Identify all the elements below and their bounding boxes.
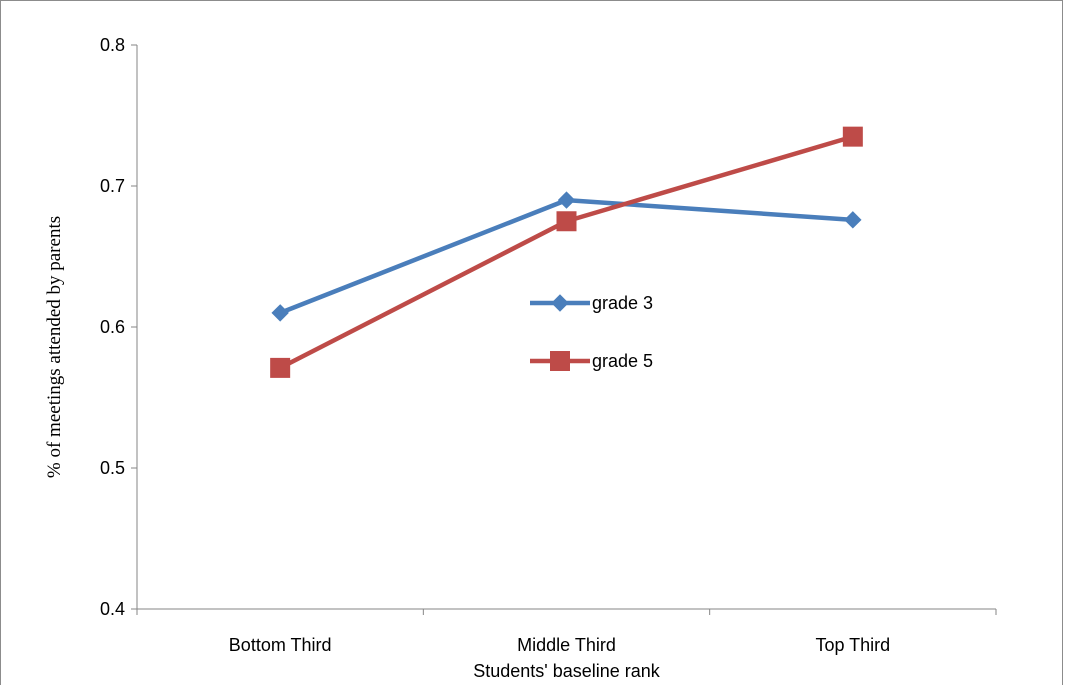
y-tick-label: 0.4 — [100, 599, 125, 619]
y-tick-label: 0.6 — [100, 317, 125, 337]
axes: 0.4 0.5 0.6 0.7 0.8 Bottom Third Middle Third T… — [100, 35, 997, 655]
data-point — [271, 304, 289, 322]
series-grade-3 — [271, 191, 862, 322]
data-point — [556, 211, 577, 232]
legend-label: grade 5 — [592, 351, 653, 371]
legend-marker — [550, 351, 570, 371]
legend-entry: grade 3 — [530, 293, 653, 313]
series-layer — [270, 126, 863, 378]
series-line — [277, 134, 856, 371]
data-point — [844, 211, 862, 229]
data-point — [270, 357, 291, 378]
x-tick-label: Middle Third — [517, 635, 616, 655]
data-point — [557, 191, 576, 209]
legend-entry: grade 5 — [530, 351, 653, 371]
y-tick-label: 0.5 — [100, 458, 125, 478]
x-tick-label: Top Third — [815, 635, 890, 655]
y-tick-label: 0.7 — [100, 176, 125, 196]
x-tick-label: Bottom Third — [229, 635, 332, 655]
data-point — [842, 126, 863, 147]
y-tick-label: 0.8 — [100, 35, 125, 55]
x-axis-title: Students' baseline rank — [473, 661, 661, 681]
series-grade-5 — [270, 126, 863, 378]
y-axis-title: % of meetings attended by parents — [44, 216, 65, 478]
legend-marker — [551, 294, 569, 312]
legend: grade 3 grade 5 — [530, 293, 653, 371]
legend-label: grade 3 — [592, 293, 653, 313]
